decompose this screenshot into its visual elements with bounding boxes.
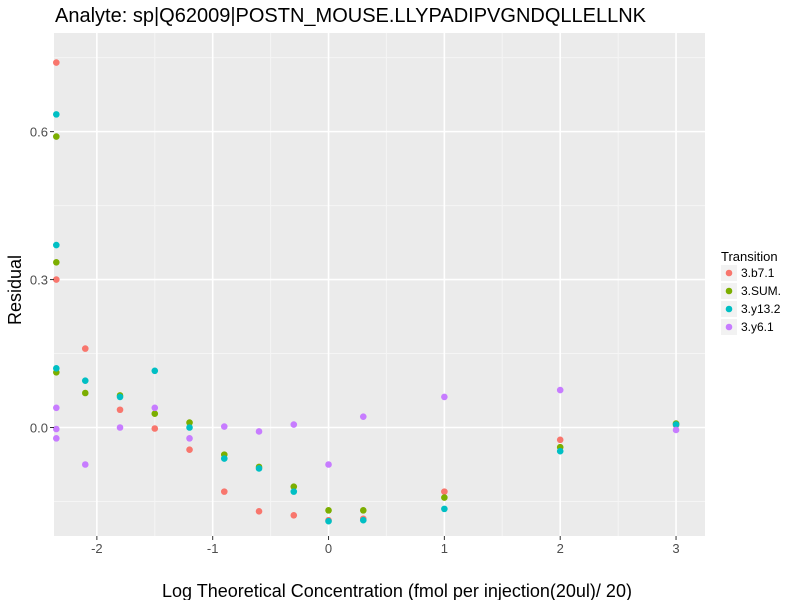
data-point <box>556 436 564 444</box>
x-tick-label: 3 <box>672 541 679 556</box>
data-point <box>53 133 60 140</box>
data-point <box>290 511 298 519</box>
data-point <box>53 111 60 118</box>
data-point <box>359 507 367 514</box>
data-point <box>81 389 89 397</box>
data-point <box>53 404 60 412</box>
data-point <box>672 421 680 428</box>
data-point <box>325 507 332 514</box>
data-point <box>53 365 60 372</box>
data-point <box>186 446 193 454</box>
data-point <box>53 259 60 266</box>
data-point <box>53 425 60 433</box>
x-tick-label: -2 <box>91 541 103 556</box>
legend-items: 3.b7.1 3.SUM. 3.y13.2 3.y6.1 <box>721 265 781 335</box>
data-point <box>441 488 448 495</box>
data-point <box>116 424 124 431</box>
y-tick-label: 0.0 <box>30 421 48 436</box>
data-point <box>441 505 448 513</box>
data-point <box>151 404 159 412</box>
legend-key <box>725 323 733 331</box>
data-point <box>441 494 448 501</box>
data-point <box>81 345 89 352</box>
x-tick-label: 2 <box>557 541 564 556</box>
data-point <box>151 425 159 432</box>
data-point <box>186 419 193 426</box>
plot-panel <box>54 33 705 536</box>
data-point <box>220 423 228 430</box>
chart-title: Analyte: sp|Q62009|POSTN_MOUSE.LLYPADIPV… <box>55 5 647 27</box>
data-point <box>441 393 448 401</box>
legend-label: 3.y13.2 <box>741 302 781 316</box>
data-point <box>290 488 298 495</box>
data-point <box>325 517 332 525</box>
x-tick-label: 0 <box>325 541 332 556</box>
data-point <box>151 410 159 418</box>
data-point <box>116 393 124 401</box>
ticks-layer: -2 -1 0 1 2 3 0.0 0.3 0.6 <box>30 125 680 556</box>
data-point <box>186 435 193 442</box>
legend-key <box>725 269 733 277</box>
data-point <box>290 421 298 428</box>
x-tick-label: -1 <box>207 541 219 556</box>
data-point <box>359 413 367 420</box>
x-axis-title: Log Theoretical Concentration (fmol per … <box>162 581 632 600</box>
legend: Transition 3.b7.1 3.SUM. 3.y13.2 3.y6.1 <box>721 249 781 335</box>
legend-label: 3.b7.1 <box>741 266 775 280</box>
grid-minor <box>54 33 705 536</box>
data-point <box>81 377 89 384</box>
data-point <box>116 406 124 414</box>
data-point <box>53 59 60 66</box>
data-point <box>325 461 332 468</box>
legend-key <box>725 287 733 295</box>
data-point <box>255 508 263 515</box>
data-point <box>53 435 60 442</box>
data-point <box>220 455 228 462</box>
data-point <box>672 426 680 434</box>
data-point <box>81 461 89 468</box>
data-point <box>255 428 263 435</box>
y-axis-title: Residual <box>5 255 25 325</box>
data-point <box>556 447 564 455</box>
x-tick-label: 1 <box>441 541 448 556</box>
data-point <box>53 241 60 249</box>
y-tick-label: 0.3 <box>30 273 48 288</box>
legend-label: 3.y6.1 <box>741 320 774 334</box>
data-point <box>359 516 367 524</box>
data-point <box>186 424 193 431</box>
data-point <box>255 465 263 472</box>
points-layer <box>53 59 680 525</box>
data-point <box>53 276 60 283</box>
legend-title: Transition <box>721 249 778 264</box>
legend-key <box>725 305 733 313</box>
data-point <box>220 488 228 495</box>
data-point <box>151 367 159 375</box>
data-point <box>556 386 564 394</box>
data-point <box>290 483 298 490</box>
legend-label: 3.SUM. <box>741 284 781 298</box>
y-tick-label: 0.6 <box>30 125 48 140</box>
